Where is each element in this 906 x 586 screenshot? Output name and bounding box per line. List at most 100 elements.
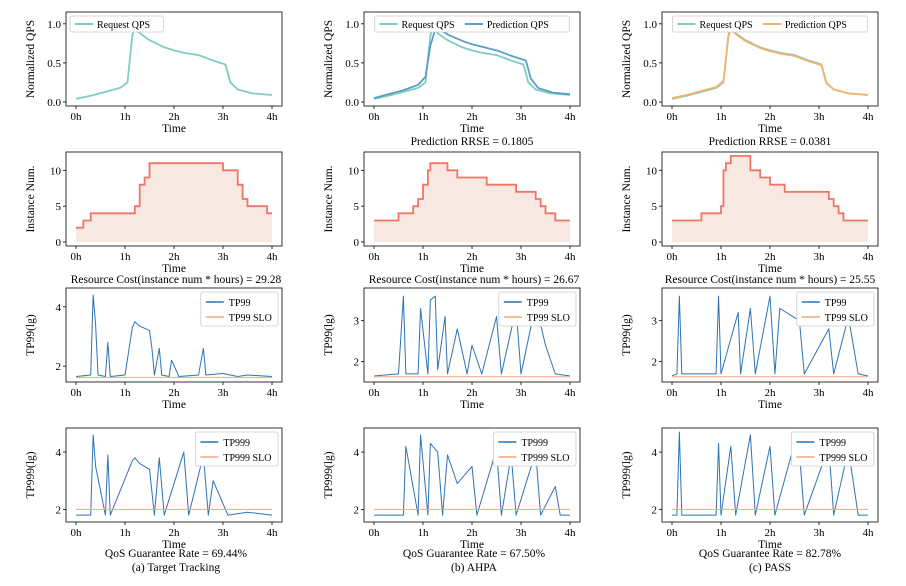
y-tick-label: 1.0 <box>47 19 61 31</box>
y-tick-label: 4 <box>652 447 658 459</box>
x-axis-label: Time <box>460 539 484 551</box>
y-tick-label: 0.0 <box>47 97 61 109</box>
series-line-tp99 <box>75 294 273 378</box>
legend-label: TP999 <box>223 438 250 449</box>
x-tick-label: 2h <box>169 527 181 539</box>
legend-label: TP999 <box>521 438 548 449</box>
legend-label: TP99 SLO <box>825 313 868 324</box>
x-tick-label: 0h <box>667 527 679 539</box>
series-line-prediction-qps <box>373 28 571 99</box>
series-line-request-qps <box>75 26 273 100</box>
x-axis-label: Time <box>758 263 782 275</box>
x-tick-label: 1h <box>120 111 132 123</box>
qos-rate-tt: QoS Guarantee Rate = 69.44% <box>104 548 248 560</box>
x-tick-label: 0h <box>71 111 83 123</box>
series-line-tp999 <box>672 431 868 516</box>
x-tick-label: 3h <box>814 111 826 123</box>
x-tick-label: 3h <box>516 387 528 399</box>
instance-area-fill <box>374 163 570 242</box>
x-tick-label: 0h <box>369 527 381 539</box>
legend-label: Request QPS <box>97 20 150 31</box>
legend-label: Prediction QPS <box>785 20 847 31</box>
x-axis-label: Time <box>162 399 186 411</box>
x-tick-label: 2h <box>467 111 479 123</box>
x-tick-label: 2h <box>467 251 479 263</box>
y-tick-label: 1.0 <box>345 19 359 31</box>
x-tick-label: 2h <box>765 111 777 123</box>
y-tick-label: 3 <box>652 316 658 328</box>
legend-label: TP999 <box>819 438 846 449</box>
y-tick-label: 10 <box>348 165 360 177</box>
x-tick-label: 1h <box>716 527 728 539</box>
y-tick-label: 0.5 <box>47 58 61 70</box>
x-tick-label: 0h <box>71 527 83 539</box>
x-tick-label: 4h <box>863 111 875 123</box>
x-tick-label: 1h <box>418 111 430 123</box>
y-tick-label: 2 <box>354 504 360 516</box>
y-axis-label: TP99(lg) <box>621 314 633 356</box>
x-tick-label: 2h <box>169 251 181 263</box>
series-line-request-qps <box>373 26 571 100</box>
x-axis-label: Time <box>460 263 484 275</box>
x-tick-label: 4h <box>267 527 279 539</box>
x-tick-label: 1h <box>418 387 430 399</box>
series-line-instance-num- <box>76 162 272 229</box>
x-tick-label: 0h <box>71 251 83 263</box>
x-tick-label: 2h <box>169 111 181 123</box>
y-tick-label: 0.0 <box>643 97 657 109</box>
y-axis-label: TP99(lg) <box>25 314 37 356</box>
y-tick-label: 1.0 <box>643 19 657 31</box>
legend-label: TP99 SLO <box>527 313 570 324</box>
x-tick-label: 0h <box>369 387 381 399</box>
y-axis-label: Normalized QPS <box>323 20 335 98</box>
x-tick-label: 4h <box>267 251 279 263</box>
x-tick-label: 4h <box>565 251 577 263</box>
legend-label: TP99 SLO <box>229 313 272 324</box>
legend-label: TP99 <box>825 298 847 309</box>
x-axis-label: Time <box>162 123 186 135</box>
x-tick-label: 4h <box>565 387 577 399</box>
y-axis-label: Normalized QPS <box>621 20 633 98</box>
resource-cost-pass: Resource Cost(instance num * hours) = 25… <box>664 274 876 286</box>
y-tick-label: 5 <box>56 201 62 213</box>
x-tick-label: 3h <box>516 251 528 263</box>
x-tick-label: 0h <box>369 251 381 263</box>
x-tick-label: 2h <box>765 251 777 263</box>
x-tick-label: 3h <box>516 111 528 123</box>
y-tick-label: 2 <box>652 357 658 369</box>
caption-ahpa: (b) AHPA <box>451 562 497 574</box>
prediction-rrse-ahpa: Prediction RRSE = 0.1805 <box>410 136 534 148</box>
x-tick-label: 0h <box>667 111 679 123</box>
legend-label: TP999 SLO <box>819 453 867 464</box>
legend-label: TP99 <box>229 298 251 309</box>
x-tick-label: 3h <box>218 527 230 539</box>
caption-pass: (c) PASS <box>748 562 792 574</box>
y-tick-label: 0.5 <box>345 58 359 70</box>
y-tick-label: 4 <box>56 302 62 314</box>
x-axis-label: Time <box>162 539 186 551</box>
y-tick-label: 5 <box>652 201 658 213</box>
x-axis-label: Time <box>460 399 484 411</box>
qos-rate-pass: QoS Guarantee Rate = 82.78% <box>698 548 842 560</box>
y-axis-label: Instance Num. <box>323 165 335 232</box>
x-tick-label: 1h <box>716 251 728 263</box>
x-tick-label: 0h <box>369 111 381 123</box>
x-tick-label: 1h <box>716 111 728 123</box>
y-tick-label: 4 <box>354 447 360 459</box>
x-tick-label: 2h <box>765 387 777 399</box>
prediction-rrse-pass: Prediction RRSE = 0.0381 <box>708 136 832 148</box>
x-axis-label: Time <box>758 123 782 135</box>
legend-label: TP99 <box>527 298 549 309</box>
series-line-instance-num- <box>672 155 868 222</box>
y-tick-label: 0 <box>56 237 62 249</box>
x-tick-label: 4h <box>863 387 875 399</box>
qos-rate-ahpa: QoS Guarantee Rate = 67.50% <box>402 548 546 560</box>
x-axis-label: Time <box>162 263 186 275</box>
y-axis-label: Instance Num. <box>621 165 633 232</box>
x-tick-label: 3h <box>814 387 826 399</box>
x-tick-label: 3h <box>516 527 528 539</box>
x-tick-label: 1h <box>120 527 132 539</box>
legend-label: TP999 SLO <box>223 453 271 464</box>
y-tick-label: 0 <box>354 237 360 249</box>
y-axis-label: TP999(lg) <box>621 451 633 498</box>
